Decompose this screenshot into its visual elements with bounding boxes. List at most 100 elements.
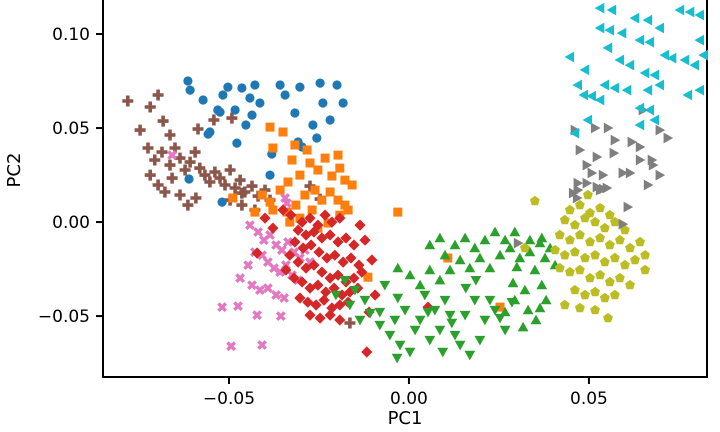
data-point-triangle-right [573,177,584,189]
data-point-x [263,283,273,293]
data-point-plus [214,172,226,184]
data-point-triangle-down [394,340,406,351]
data-point-plus [192,123,204,135]
data-point-triangle-down [499,325,511,336]
data-point-diamond [304,309,316,321]
data-point-x [252,310,262,320]
data-point-pentagon [570,246,580,257]
data-point-diamond [296,216,308,228]
data-point-diamond [348,272,360,284]
data-point-square [268,205,278,215]
data-point-triangle-right [598,169,609,181]
data-point-square [320,153,330,163]
data-point-circle [332,80,342,90]
data-point-triangle-up [449,239,461,250]
data-point-pentagon [599,222,610,233]
data-point-triangle-down [424,335,436,346]
data-point-plus [184,156,196,168]
data-point-triangle-up [479,234,491,245]
data-point-triangle-right [618,167,629,179]
data-point-diamond [334,212,346,224]
data-point-triangle-right [587,167,598,179]
data-point-square [283,177,293,187]
data-point-circle [247,110,257,120]
data-point-triangle-down [419,290,431,301]
data-point-diamond [361,346,373,358]
data-point-triangle-down [354,315,366,326]
data-point-diamond [354,219,366,231]
data-point-diamond [314,312,326,324]
data-point-square [333,150,343,160]
data-point-triangle-down [349,285,361,296]
data-point-triangle-down [464,350,476,361]
data-point-triangle-left [674,4,685,16]
data-point-triangle-down [439,295,451,306]
data-point-plus [246,180,258,192]
data-point-square [300,190,310,200]
data-point-pentagon [580,289,590,300]
data-point-triangle-down [470,276,482,286]
data-point-triangle-left [582,114,593,126]
data-point-triangle-right [618,218,629,230]
data-point-triangle-left [659,49,670,61]
data-point-square [228,193,238,203]
data-point-triangle-down [339,276,351,286]
data-point-pentagon [610,252,620,263]
data-point-triangle-left [564,51,575,63]
data-point-triangle-right [592,181,603,193]
data-point-triangle-down [392,293,404,304]
data-point-diamond [320,286,332,298]
scatter-points-layer [122,2,708,364]
data-point-triangle-left [642,14,653,26]
data-point-diamond [316,266,328,278]
data-point-pentagon [575,264,585,275]
data-point-triangle-right [623,201,634,213]
data-point-triangle-up [530,314,542,325]
data-point-plus [134,124,146,136]
data-point-x [233,301,243,311]
data-point-diamond [332,236,344,248]
data-point-diamond [340,232,352,244]
data-point-triangle-right [643,179,654,191]
data-point-plus [142,142,154,154]
data-point-plus [164,129,176,141]
data-point-plus [157,115,169,127]
data-point-triangle-up [509,226,521,237]
data-point-triangle-down [344,300,356,311]
data-point-triangle-left [569,127,580,139]
data-point-circle [290,108,300,118]
data-point-square [295,213,305,223]
data-point-circle [232,138,242,148]
data-point-diamond [359,234,371,246]
data-point-pentagon [575,229,585,240]
data-point-triangle-down [449,330,461,341]
data-point-triangle-down [379,280,391,291]
data-point-triangle-up [424,239,436,250]
data-point-pentagon [580,252,590,263]
data-point-pentagon [559,299,570,310]
data-point-pentagon [635,236,645,247]
data-point-pentagon [590,216,600,227]
data-point-triangle-up [499,306,511,317]
data-point-circle [185,85,195,95]
data-point-triangle-up [404,269,416,280]
data-point-triangle-up [414,279,426,290]
data-point-diamond [318,294,330,306]
data-point-triangle-up [524,234,536,245]
data-point-plus [166,172,178,184]
data-point-pentagon [590,304,600,315]
data-point-triangle-left [572,79,582,91]
data-point-x [247,280,257,290]
data-point-pentagon [603,312,613,323]
data-point-x [235,273,245,283]
data-point-pentagon [554,262,565,273]
data-point-triangle-up [474,252,486,263]
data-point-square [393,207,403,217]
data-point-circle [203,129,213,139]
data-point-pentagon [565,266,575,277]
data-point-diamond [302,296,314,308]
data-point-triangle-down [469,295,481,306]
data-point-triangle-up [489,226,501,237]
data-point-triangle-left [694,9,704,21]
data-point-triangle-left [689,59,699,71]
